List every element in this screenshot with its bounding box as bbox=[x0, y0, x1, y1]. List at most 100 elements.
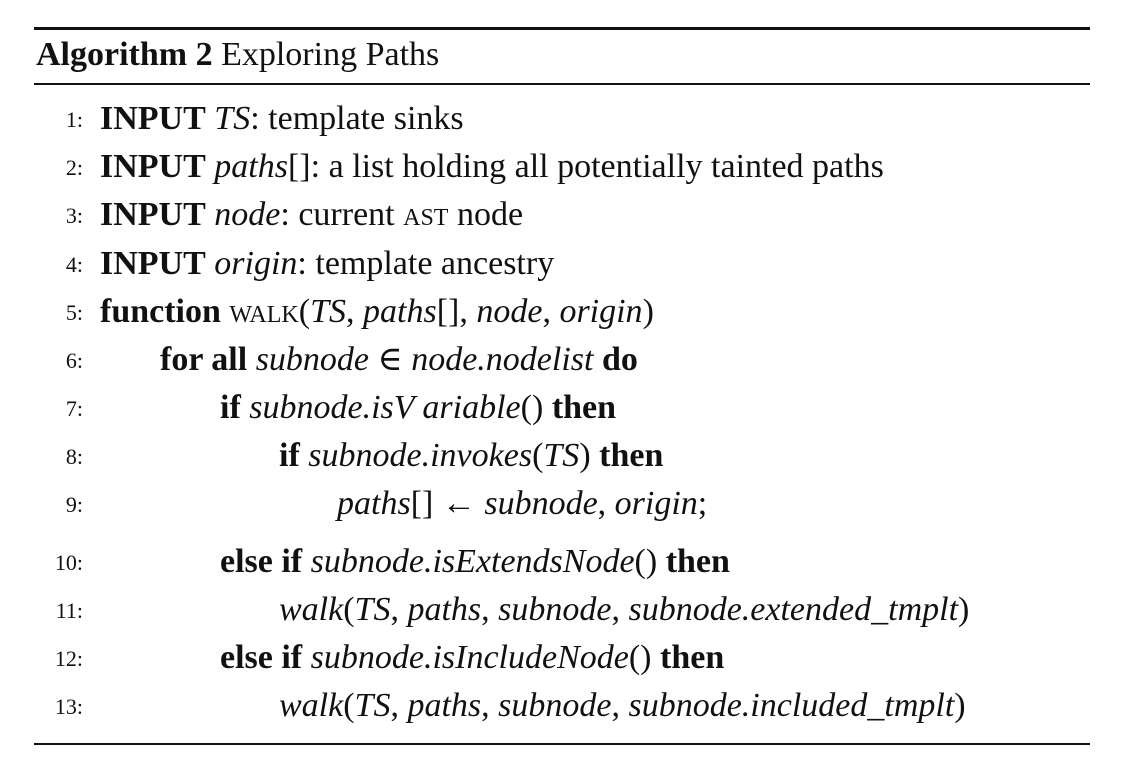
variable: origin bbox=[214, 245, 298, 282]
line-code: for all subnode ∈ node.nodelist do bbox=[160, 338, 638, 382]
function-call: walk bbox=[279, 591, 344, 628]
line-number: 10: bbox=[54, 550, 83, 575]
line-code: else if subnode.isIncludeNode() then bbox=[220, 636, 724, 680]
text: : template sinks bbox=[250, 100, 464, 137]
keyword: then bbox=[660, 639, 725, 676]
line-number: 7: bbox=[65, 396, 83, 421]
line-number: 6: bbox=[65, 348, 83, 373]
algorithm-line-13: 13: walk(TS, paths, subnode, subnode.inc… bbox=[0, 684, 1123, 728]
expression: subnode.isExtendsNode bbox=[310, 543, 635, 580]
text: : template ancestry bbox=[297, 245, 555, 282]
line-code: walk(TS, paths, subnode, subnode.include… bbox=[279, 684, 966, 728]
algorithm-line-2: 2: INPUT paths[]: a list holding all pot… bbox=[0, 145, 1123, 189]
line-number: 8: bbox=[65, 444, 83, 469]
keyword: if bbox=[279, 437, 300, 474]
algorithm-line-11: 11: walk(TS, paths, subnode, subnode.ext… bbox=[0, 588, 1123, 632]
keyword: for all bbox=[160, 341, 248, 378]
text: ( bbox=[298, 293, 311, 330]
algorithm-title: Exploring Paths bbox=[221, 36, 440, 73]
variable: origin bbox=[614, 485, 698, 522]
expression: subnode.invokes bbox=[308, 437, 533, 474]
line-number: 2: bbox=[65, 155, 83, 180]
text: []: a list holding all potentially taint… bbox=[287, 148, 884, 185]
text: , bbox=[390, 591, 408, 628]
keyword: INPUT bbox=[100, 148, 206, 185]
variable: node bbox=[214, 196, 281, 233]
line-code: paths[] ← subnode, origin; bbox=[337, 482, 707, 526]
text: () bbox=[634, 543, 658, 580]
algorithm-line-10: 10: else if subnode.isExtendsNode() then bbox=[0, 540, 1123, 584]
text: [] ← bbox=[410, 485, 485, 522]
algorithm-line-9: 9: paths[] ← subnode, origin; bbox=[0, 482, 1123, 526]
top-rule bbox=[34, 27, 1090, 30]
keyword: then bbox=[665, 543, 730, 580]
variable: origin bbox=[559, 293, 643, 330]
variable: paths bbox=[407, 591, 482, 628]
line-number: 1: bbox=[65, 107, 83, 132]
text: ( bbox=[343, 687, 355, 724]
variable: paths bbox=[337, 485, 411, 522]
variable: TS bbox=[354, 687, 391, 724]
line-code: else if subnode.isExtendsNode() then bbox=[220, 540, 730, 584]
caption-rule bbox=[34, 83, 1090, 85]
line-code: INPUT paths[]: a list holding all potent… bbox=[100, 145, 884, 189]
text: node bbox=[448, 196, 524, 233]
algorithm-caption: Algorithm 2 Exploring Paths bbox=[36, 34, 439, 76]
text: () bbox=[520, 389, 544, 426]
text: , bbox=[611, 687, 629, 724]
expression: subnode.isV ariable bbox=[249, 389, 521, 426]
line-number: 5: bbox=[65, 300, 83, 325]
variable: node bbox=[476, 293, 543, 330]
text: ) bbox=[958, 591, 970, 628]
variable: subnode bbox=[498, 687, 612, 724]
text: , bbox=[481, 591, 499, 628]
text: , bbox=[390, 687, 408, 724]
keyword: else if bbox=[220, 639, 303, 676]
line-number: 13: bbox=[54, 694, 83, 719]
algorithm-line-12: 12: else if subnode.isIncludeNode() then bbox=[0, 636, 1123, 680]
text: , bbox=[542, 293, 560, 330]
keyword: do bbox=[601, 341, 638, 378]
text: , bbox=[346, 293, 363, 330]
keyword: function bbox=[100, 293, 221, 330]
small-caps-text: ast bbox=[403, 196, 449, 233]
variable: TS bbox=[354, 591, 391, 628]
algorithm-line-5: 5: function walk(TS, paths[], node, orig… bbox=[0, 290, 1123, 334]
line-number: 12: bbox=[54, 646, 83, 671]
text: ( bbox=[532, 437, 544, 474]
algorithm-line-1: 1: INPUT TS: template sinks bbox=[0, 97, 1123, 141]
keyword: then bbox=[599, 437, 664, 474]
expression: subnode ∈ node.nodelist bbox=[255, 341, 594, 378]
function-call: walk bbox=[279, 687, 344, 724]
text: , bbox=[481, 687, 499, 724]
text: [], bbox=[436, 293, 477, 330]
text: ) bbox=[579, 437, 591, 474]
algorithm-line-6: 6: for all subnode ∈ node.nodelist do bbox=[0, 338, 1123, 382]
variable: TS bbox=[214, 100, 251, 137]
keyword: if bbox=[220, 389, 241, 426]
line-number: 4: bbox=[65, 252, 83, 277]
keyword: then bbox=[551, 389, 617, 426]
line-number: 9: bbox=[65, 492, 83, 517]
variable: subnode bbox=[484, 485, 598, 522]
line-code: if subnode.isV ariable() then bbox=[220, 386, 616, 430]
line-number: 3: bbox=[65, 203, 83, 228]
keyword: INPUT bbox=[100, 245, 206, 282]
keyword: else if bbox=[220, 543, 303, 580]
line-code: INPUT node: current ast node bbox=[100, 193, 523, 237]
text: , bbox=[597, 485, 615, 522]
text: () bbox=[628, 639, 652, 676]
line-code: function walk(TS, paths[], node, origin) bbox=[100, 290, 654, 334]
text: : current bbox=[280, 196, 404, 233]
bottom-rule bbox=[34, 743, 1090, 745]
keyword: INPUT bbox=[100, 196, 206, 233]
algorithm-line-4: 4: INPUT origin: template ancestry bbox=[0, 242, 1123, 286]
variable: TS bbox=[543, 437, 580, 474]
line-number: 11: bbox=[55, 598, 83, 623]
expression: subnode.isIncludeNode bbox=[310, 639, 629, 676]
variable: subnode.extended_tmplt bbox=[628, 591, 959, 628]
text: ) bbox=[642, 293, 654, 330]
variable: paths bbox=[363, 293, 437, 330]
variable: TS bbox=[310, 293, 346, 330]
text: , bbox=[611, 591, 629, 628]
